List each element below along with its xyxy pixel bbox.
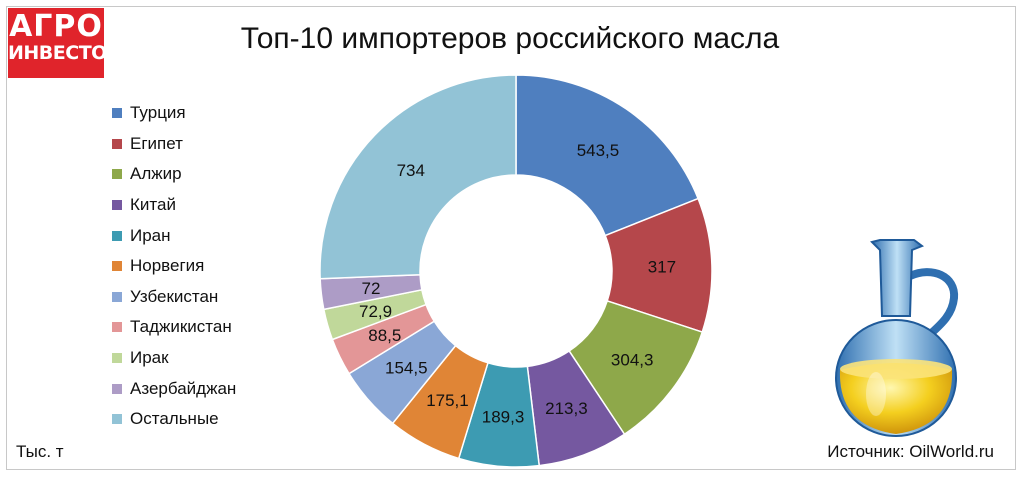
legend-swatch [112, 138, 122, 149]
slice-value-label: 543,5 [577, 141, 620, 160]
slice-value-label: 304,3 [611, 350, 654, 369]
legend-label: Норвегия [130, 256, 205, 276]
legend-item: Норвегия [112, 251, 236, 282]
legend-label: Остальные [130, 409, 219, 429]
slice-value-label: 175,1 [426, 391, 469, 410]
legend-swatch [112, 200, 122, 211]
legend-item: Турция [112, 98, 236, 129]
legend-label: Китай [130, 195, 176, 215]
slice-value-label: 88,5 [368, 326, 401, 345]
slice-value-label: 72 [362, 279, 381, 298]
legend-swatch [112, 291, 122, 302]
chart-title: Топ-10 импортеров российского масла [240, 22, 780, 55]
legend-label: Алжир [130, 164, 182, 184]
oil-jug-icon [835, 239, 959, 437]
brand-logo: АГРО ИНВЕСТОР [8, 8, 121, 78]
legend-label: Ирак [130, 348, 169, 368]
legend-label: Узбекистан [130, 286, 219, 306]
legend-item: Узбекистан [112, 282, 236, 313]
legend-label: Иран [130, 225, 171, 245]
slice-value-label: 317 [648, 257, 676, 276]
legend-label: Таджикистан [130, 317, 232, 337]
slice-value-label: 189,3 [482, 407, 525, 426]
legend-item: Китай [112, 190, 236, 221]
legend-label: Азербайджан [130, 378, 237, 398]
source-label: Источник: OilWorld.ru [827, 442, 994, 461]
donut-slice [319, 74, 517, 280]
brand-logo-line2: ИНВЕСТОР [8, 42, 121, 64]
legend-item: Таджикистан [112, 312, 236, 343]
legend-item: Иран [112, 220, 236, 251]
slice-value-label: 154,5 [385, 358, 428, 377]
legend-swatch [112, 108, 122, 119]
legend-label: Египет [130, 133, 183, 153]
legend-swatch [112, 322, 122, 333]
legend-item: Остальные [112, 404, 236, 435]
legend-item: Алжир [112, 159, 236, 190]
slice-value-label: 213,3 [545, 399, 588, 418]
legend-swatch [112, 230, 122, 241]
legend-item: Ирак [112, 343, 236, 374]
legend-item: Египет [112, 129, 236, 160]
donut-slice [515, 74, 700, 237]
slice-value-label: 734 [397, 161, 425, 180]
legend-item: Азербайджан [112, 373, 236, 404]
legend-swatch [112, 261, 122, 272]
chart-legend: Турция Египет Алжир Китай Иран Норвегия Узбеки… [112, 98, 236, 435]
legend-swatch [112, 383, 122, 394]
brand-logo-line1: АГРО [9, 9, 103, 44]
unit-label: Тыс. т [16, 442, 64, 461]
slice-value-label: 72,9 [359, 302, 392, 321]
legend-label: Турция [130, 103, 186, 123]
legend-swatch [112, 414, 122, 425]
legend-swatch [112, 353, 122, 364]
legend-swatch [112, 169, 122, 180]
